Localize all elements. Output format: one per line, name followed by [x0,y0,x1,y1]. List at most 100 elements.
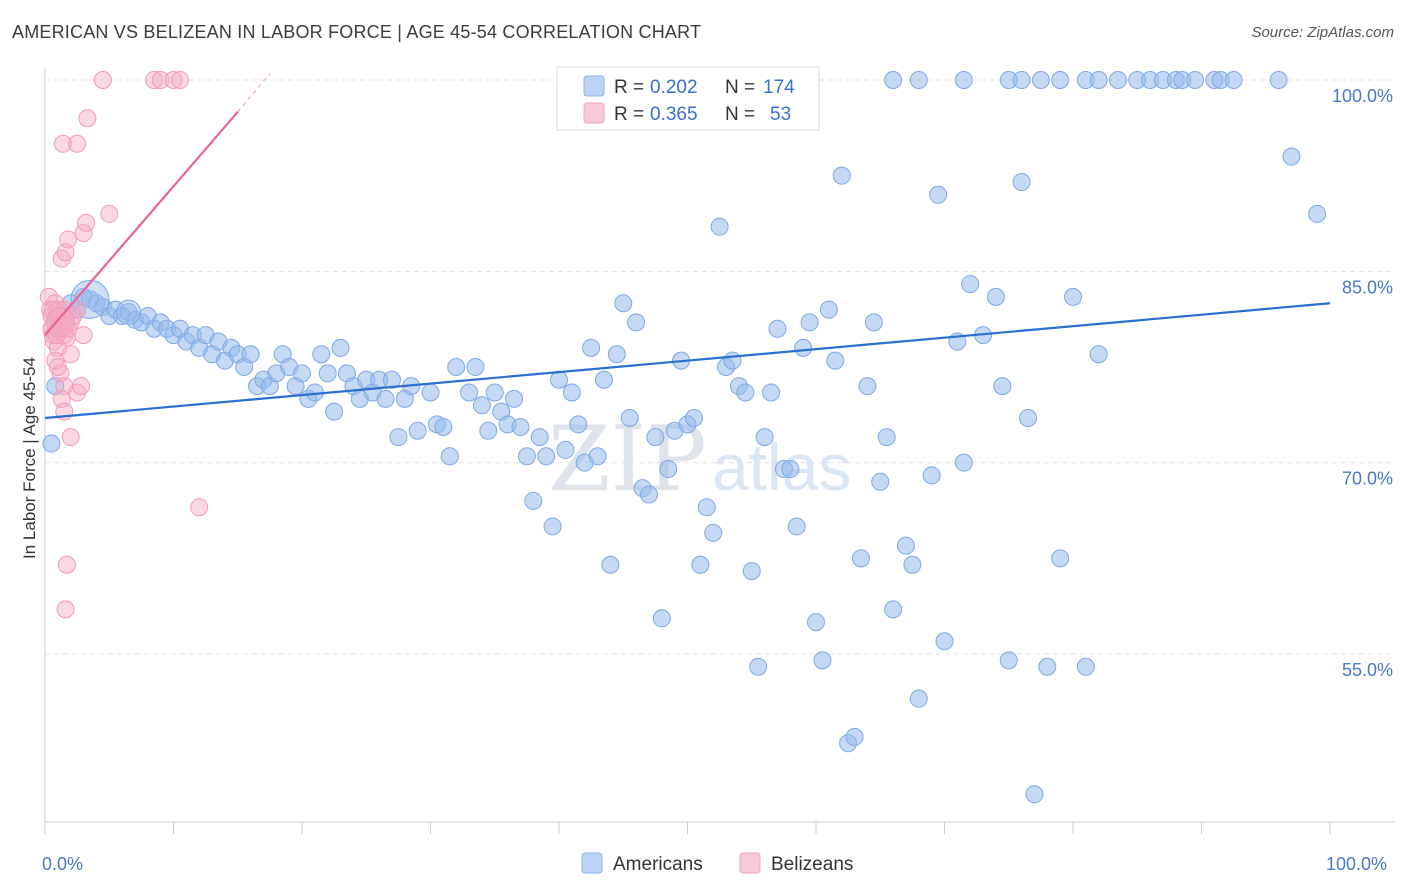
american-point-117 [807,613,825,632]
american-point-130 [896,536,915,555]
american-point-148 [1064,287,1082,306]
american-point-93 [652,609,671,628]
legend-bottom-swatch-americans [581,852,603,874]
belizean-point-35 [100,204,119,223]
legend-r-value-belizeans: 0.365 [650,104,698,125]
american-point-43 [318,364,337,383]
american-point-131 [903,555,922,574]
american-point-85 [601,555,620,574]
legend-top: R = 0.202 N = 174 R = 0.365 N = 53 [556,66,820,131]
belizean-point-48 [48,358,67,376]
american-point-83 [588,447,607,466]
american-point-126 [864,313,883,332]
american-point-152 [909,71,928,89]
legend-bottom-swatch-belizeans [739,852,761,874]
american-point-137 [954,453,973,472]
legend-n-value-americans: 174 [763,77,795,98]
american-point-94 [659,460,678,479]
american-point-142 [999,651,1018,670]
american-point-75 [537,447,556,466]
legend-bottom: Americans Belizeans [581,852,853,875]
american-point-79 [562,383,581,402]
american-point-145 [1025,785,1044,804]
american-point-156 [1031,71,1050,89]
american-point-134 [929,185,948,204]
legend-n-value-belizeans: 53 [770,104,791,125]
chart-title: AMERICAN VS BELIZEAN IN LABOR FORCE | AG… [12,22,702,42]
american-point-42 [312,345,331,364]
legend-n-label-belizeans: N = [725,104,755,125]
belizean-point-45 [57,555,76,574]
american-point-106 [736,383,755,402]
american-point-132 [909,689,928,708]
belizean-point-37 [68,134,87,153]
american-point-58 [421,383,440,402]
american-point-108 [749,657,768,676]
belizean-point-44 [190,498,209,517]
american-point-127 [871,472,890,491]
american-point-143 [1012,173,1031,192]
american-point-102 [710,217,729,236]
series-americans [42,71,1327,804]
american-point-119 [819,300,838,319]
belizean-point-50 [68,300,87,319]
legend-n-label-americans: N = [725,77,755,98]
legend-bottom-label-americans: Americans [613,854,703,875]
american-point-147 [1051,549,1070,568]
american-point-113 [781,460,800,479]
american-point-129 [884,600,903,619]
american-point-118 [813,651,832,670]
american-point-169 [1224,71,1243,89]
belizean-point-43 [170,71,189,89]
belizean-point-36 [53,134,72,153]
belizean-cluster-0 [45,307,75,337]
american-point-116 [800,313,819,332]
american-point-120 [826,351,845,370]
y-tick-label-0: 55.0% [1342,660,1393,680]
american-point-157 [1051,71,1070,89]
american-point-0 [42,434,61,453]
american-cluster-0 [70,279,110,319]
american-point-100 [697,498,716,517]
american-point-170 [1269,71,1288,89]
american-point-45 [331,338,350,357]
american-point-121 [832,166,851,185]
x-tick-label-max: 100.0% [1326,854,1387,874]
american-point-82 [582,338,601,357]
american-point-91 [639,485,658,504]
belizean-point-38 [78,109,97,128]
belizean-point-51 [43,300,62,319]
legend-r-label-belizeans: R = [614,104,644,125]
belizean-point-32 [59,230,78,249]
american-point-44 [325,402,344,421]
belizean-point-28 [71,377,90,396]
y-tick-label-3: 100.0% [1332,86,1393,106]
y-tick-label-2: 85.0% [1342,277,1393,297]
american-point-114 [787,517,806,536]
american-point-125 [858,377,877,396]
legend-r-value-americans: 0.202 [650,77,698,98]
american-point-107 [742,562,761,581]
american-point-104 [723,351,742,370]
american-point-123 [845,727,864,746]
american-point-54 [389,428,408,447]
american-point-128 [877,428,896,447]
american-point-153 [954,71,973,89]
legend-swatch-belizeans [583,102,605,124]
american-point-61 [440,447,459,466]
trend-line-americans [44,302,1331,420]
american-point-87 [614,294,633,313]
y-tick-label-1: 70.0% [1342,469,1393,489]
legend-swatch-americans [583,75,605,97]
series-belizeans [39,71,209,619]
belizean-point-46 [56,600,75,619]
american-point-135 [935,632,954,651]
american-point-144 [1019,409,1038,428]
american-point-66 [479,421,498,440]
american-cluster-1 [116,299,142,325]
american-point-138 [961,275,980,294]
legend-r-label-americans: R = [614,77,644,98]
american-point-63 [460,383,479,402]
american-point-60 [434,417,453,436]
belizean-point-42 [164,71,183,89]
